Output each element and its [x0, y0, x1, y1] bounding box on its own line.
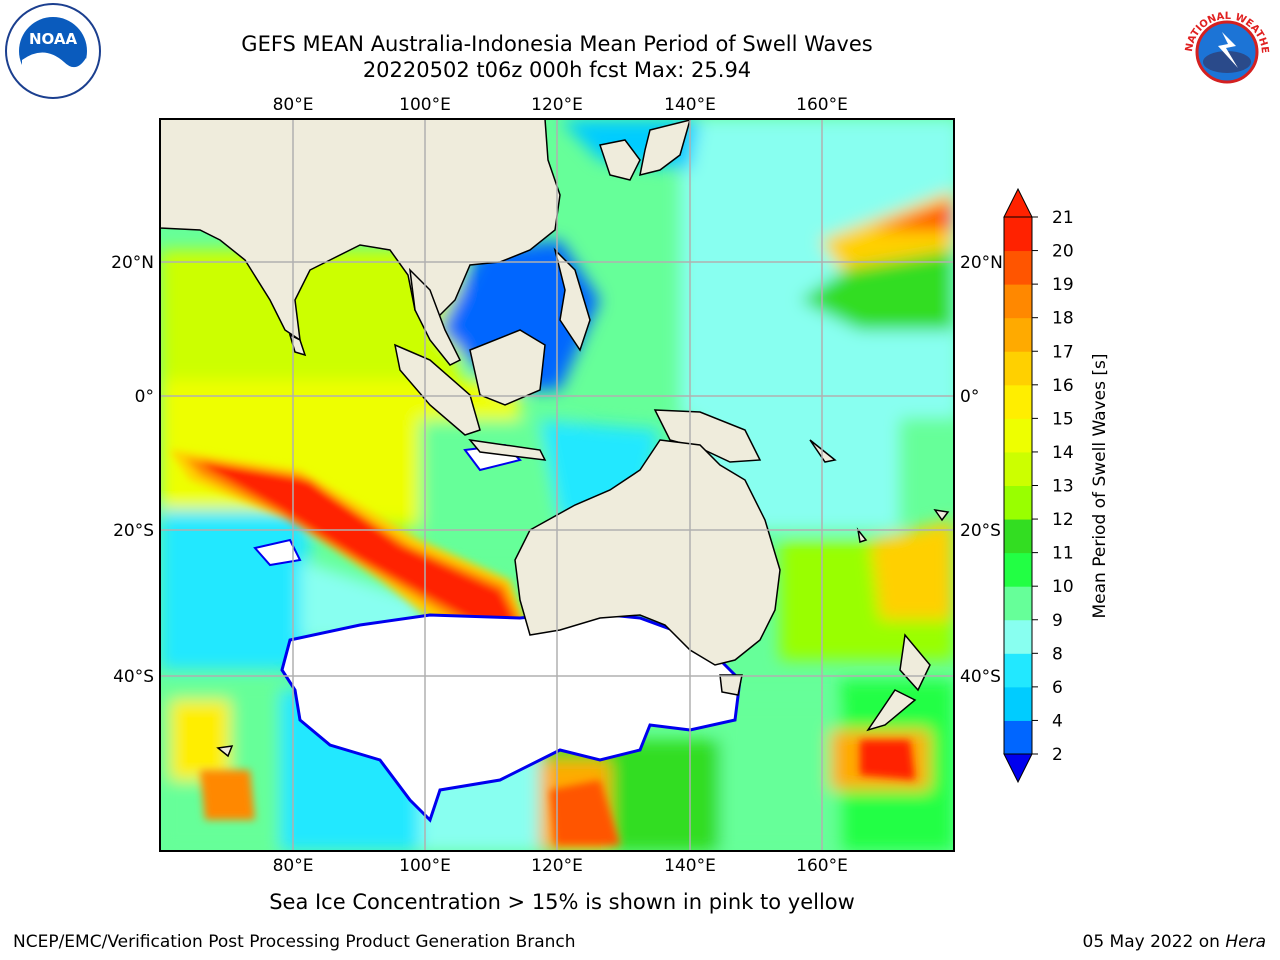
lat-tick-left: 20°S: [113, 521, 154, 541]
colorbar-segment: [1004, 351, 1032, 386]
colorbar-segment: [1004, 552, 1032, 587]
colorbar-tick-label: 15: [1052, 409, 1074, 429]
colorbar-segment: [1004, 250, 1032, 285]
colorbar-segment: [1004, 720, 1032, 755]
lon-tick-top: 80°E: [273, 95, 314, 115]
colorbar-tick-label: 4: [1052, 711, 1063, 731]
colorbar-segment: [1004, 519, 1032, 554]
chart-title: GEFS MEAN Australia-Indonesia Mean Perio…: [241, 32, 873, 56]
lon-tick-bottom: 80°E: [273, 856, 314, 876]
colorbar-segment: [1004, 317, 1032, 352]
colorbar-tick-label: 21: [1052, 208, 1074, 228]
colorbar-segment: [1004, 485, 1032, 520]
lat-tick-right: 40°S: [960, 667, 1001, 687]
colorbar-segment: [1004, 384, 1032, 419]
colorbar-extend-max: [1003, 187, 1033, 218]
lat-tick-right: 20°N: [960, 253, 1003, 273]
map-frame: [159, 118, 955, 852]
lat-tick-left: 40°S: [113, 667, 154, 687]
lon-tick-top: 100°E: [399, 95, 451, 115]
lat-tick-right: 0°: [960, 387, 979, 407]
colorbar-tick-label: 13: [1052, 477, 1074, 497]
colorbar-tick-label: 6: [1052, 678, 1063, 698]
colorbar-segment: [1004, 284, 1032, 319]
colorbar-segment: [1004, 619, 1032, 654]
colorbar-label: Mean Period of Swell Waves [s]: [1090, 354, 1110, 619]
colorbar: 2 4 6 8 9 10 11 12 13 14 15 16 17 18 19 20 21: [1003, 187, 1074, 784]
lon-tick-bottom: 140°E: [664, 856, 716, 876]
lon-tick-top: 120°E: [531, 95, 583, 115]
colorbar-segment: [1004, 217, 1032, 252]
colorbar-tick-label: 14: [1052, 443, 1074, 463]
lon-tick-top: 160°E: [796, 95, 848, 115]
lat-tick-left: 20°N: [111, 253, 154, 273]
colorbar-segment: [1004, 451, 1032, 486]
sea-ice-note: Sea Ice Concentration > 15% is shown in …: [269, 890, 855, 914]
colorbar-segment: [1004, 686, 1032, 721]
swell-period-field: [160, 119, 954, 851]
lat-tick-right: 20°S: [960, 521, 1001, 541]
colorbar-tick-label: 2: [1052, 745, 1063, 765]
colorbar-tick-label: 17: [1052, 342, 1074, 362]
colorbar-segment: [1004, 418, 1032, 453]
colorbar-segment: [1004, 653, 1032, 688]
lat-tick-left: 0°: [135, 387, 154, 407]
lon-tick-bottom: 160°E: [796, 856, 848, 876]
footer-branch: NCEP/EMC/Verification Post Processing Pr…: [13, 932, 576, 952]
footer-date: 05 May 2022 on Hera: [1082, 932, 1267, 952]
noaa-logo: NOAA: [4, 2, 102, 100]
colorbar-segment: [1004, 586, 1032, 621]
colorbar-tick-label: 20: [1052, 242, 1074, 262]
chart-subtitle: 20220502 t06z 000h fcst Max: 25.94: [362, 58, 752, 82]
colorbar-tick-label: 9: [1052, 611, 1063, 631]
colorbar-tick-label: 8: [1052, 644, 1063, 664]
footer-machine: Hera: [1225, 932, 1266, 952]
colorbar-extend-min: [1003, 753, 1033, 784]
colorbar-tick-label: 12: [1052, 510, 1074, 530]
colorbar-tick-label: 18: [1052, 309, 1074, 329]
lon-tick-bottom: 100°E: [399, 856, 451, 876]
graticule: [160, 119, 954, 851]
colorbar-tick-label: 10: [1052, 577, 1074, 597]
colorbar-tick-label: 19: [1052, 275, 1074, 295]
colorbar-tick-label: 11: [1052, 544, 1074, 564]
svg-text:NOAA: NOAA: [29, 30, 78, 48]
lon-tick-bottom: 120°E: [531, 856, 583, 876]
landmasses: [160, 119, 950, 758]
nws-logo: NATIONAL WEATHER SERVICE: [1174, 0, 1276, 100]
lon-tick-top: 140°E: [664, 95, 716, 115]
colorbar-tick-label: 16: [1052, 376, 1074, 396]
